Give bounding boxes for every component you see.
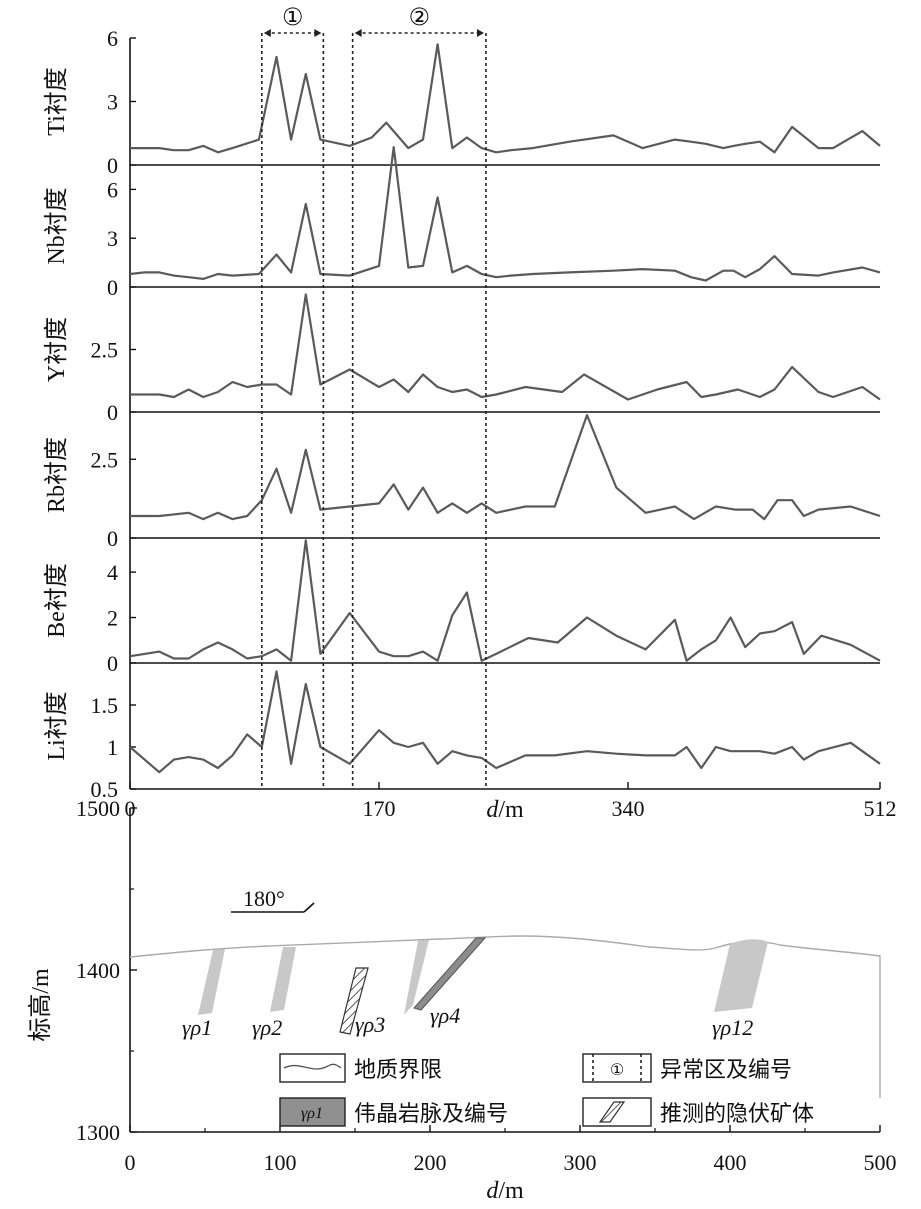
section-x-title: d/m bbox=[486, 1178, 524, 1204]
panel-nb: 0 3 6 Nb衬度 bbox=[43, 146, 881, 300]
section-x-tick-label: 300 bbox=[564, 1150, 597, 1175]
dike-label-2: γρ2 bbox=[252, 1015, 282, 1040]
legend-boundary-label: 地质界限 bbox=[354, 1057, 442, 1082]
dike-gp1 bbox=[198, 949, 225, 1015]
zone-arrow-right bbox=[476, 29, 484, 37]
section-x-tick-label: 500 bbox=[864, 1150, 897, 1175]
legend-anomaly-symbol-text: ① bbox=[610, 1060, 624, 1079]
hidden-orebody-gp3 bbox=[339, 967, 369, 1035]
legend-dike-label: 伟晶岩脉及编号 bbox=[354, 1101, 508, 1126]
panel-rb-series bbox=[130, 414, 881, 521]
panel-ti-tick-label: 6 bbox=[107, 26, 118, 51]
section-y-tick-label: 1300 bbox=[76, 1120, 120, 1145]
panel-li-series bbox=[129, 670, 881, 774]
panel-rb-ylabel: Rb衬度 bbox=[43, 437, 70, 513]
dike-label-1: γρ1 bbox=[182, 1015, 212, 1040]
panel-li: 0.5 1 1.5 Li衬度 bbox=[43, 663, 881, 802]
legend-dike-symbol bbox=[279, 1097, 346, 1127]
panel-y: 0 2.5 Y衬度 bbox=[43, 287, 881, 425]
legend: 地质界限 ① 异常区及编号 γρ1 伟晶岩脉及编号 推测的隐伏矿体 bbox=[279, 1053, 814, 1127]
section-y-tick-label: 1400 bbox=[76, 958, 120, 983]
zone-arrow-left bbox=[354, 29, 362, 37]
panel-ti-ylabel: Ti衬度 bbox=[43, 67, 70, 135]
panel-li-tick-label: 1.5 bbox=[91, 693, 119, 718]
panel-ti-tick-label: 0 bbox=[107, 153, 118, 178]
section-x-tick-label: 0 bbox=[125, 1150, 136, 1175]
legend-anomaly-symbol bbox=[582, 1053, 652, 1083]
panel-ti-series bbox=[130, 43, 881, 154]
zone-arrow-right bbox=[314, 29, 322, 37]
panel-ti-tick-label: 3 bbox=[107, 90, 118, 115]
section-x-tick-label: 200 bbox=[414, 1150, 447, 1175]
dike-label-3: γρ3 bbox=[355, 1012, 385, 1037]
dike-gp12 bbox=[714, 939, 768, 1012]
dike-gp4 bbox=[413, 937, 487, 1011]
x-axis: 0 170 340 512 bbox=[125, 782, 897, 821]
dike-gp-left-of-gp4 bbox=[404, 940, 429, 1015]
panel-y-series bbox=[130, 293, 881, 401]
geologic-section: 0 100 200 300 400 500 1300 1400 1500 标高/m d/m γρ… bbox=[27, 796, 897, 1204]
zone-arrow-left bbox=[263, 29, 271, 37]
panel-y-tick-label: 0 bbox=[107, 400, 118, 425]
panel-li-ylabel: Li衬度 bbox=[43, 691, 70, 760]
section-x-tick-label: 100 bbox=[264, 1150, 297, 1175]
panel-nb-ylabel: Nb衬度 bbox=[43, 187, 70, 264]
x-axis-title: d/m bbox=[486, 797, 524, 823]
dike-label-4: γρ4 bbox=[430, 1003, 460, 1028]
panel-be-tick-label: 0 bbox=[107, 651, 118, 676]
section-y-title: 标高/m bbox=[27, 968, 54, 1042]
panel-be: 0 2 4 Be衬度 bbox=[43, 538, 881, 676]
contrast-profiles: 036Ti衬度036Nb衬度02.5Y衬度02.5Rb衬度024Be衬度0.51… bbox=[43, 3, 897, 823]
legend-anomaly-label: 异常区及编号 bbox=[660, 1057, 792, 1082]
panel-be-tick-label: 2 bbox=[107, 606, 118, 631]
panel-be-ylabel: Be衬度 bbox=[43, 563, 70, 638]
panel-y-ylabel: Y衬度 bbox=[43, 317, 70, 382]
panel-nb-series bbox=[129, 146, 881, 282]
panel-nb-tick-label: 6 bbox=[107, 177, 118, 202]
section-x-tick-label: 400 bbox=[714, 1150, 747, 1175]
panel-nb-tick-label: 3 bbox=[107, 226, 118, 251]
orientation-tick bbox=[303, 902, 315, 913]
panel-rb-tick-label: 2.5 bbox=[91, 447, 119, 472]
panel-nb-tick-label: 0 bbox=[107, 275, 118, 300]
legend-orebody-label: 推测的隐伏矿体 bbox=[660, 1101, 814, 1126]
zone-label: ① bbox=[282, 3, 304, 31]
panel-ti: 0 3 6 Ti衬度 bbox=[43, 26, 881, 178]
panel-rb: 0 2.5 Rb衬度 bbox=[43, 412, 881, 551]
x-tick-label: 512 bbox=[864, 796, 897, 821]
terrain-boundary-line bbox=[129, 935, 881, 1098]
panel-be-series bbox=[129, 539, 881, 662]
legend-dike-symbol-text: γρ1 bbox=[301, 1105, 323, 1122]
zone-label: ② bbox=[409, 3, 431, 31]
orientation-label: 180° bbox=[243, 886, 285, 911]
section-y-tick-label: 1500 bbox=[76, 796, 120, 821]
panel-be-tick-label: 4 bbox=[107, 560, 118, 585]
panel-y-tick-label: 2.5 bbox=[91, 338, 119, 363]
dike-label-12: γρ12 bbox=[712, 1015, 753, 1040]
dike-gp2 bbox=[270, 947, 296, 1012]
x-tick-label: 170 bbox=[363, 796, 396, 821]
panel-rb-tick-label: 0 bbox=[107, 526, 118, 551]
panel-li-tick-label: 0.5 bbox=[91, 777, 119, 802]
x-tick-label: 340 bbox=[612, 796, 645, 821]
panel-li-tick-label: 1 bbox=[107, 735, 118, 760]
